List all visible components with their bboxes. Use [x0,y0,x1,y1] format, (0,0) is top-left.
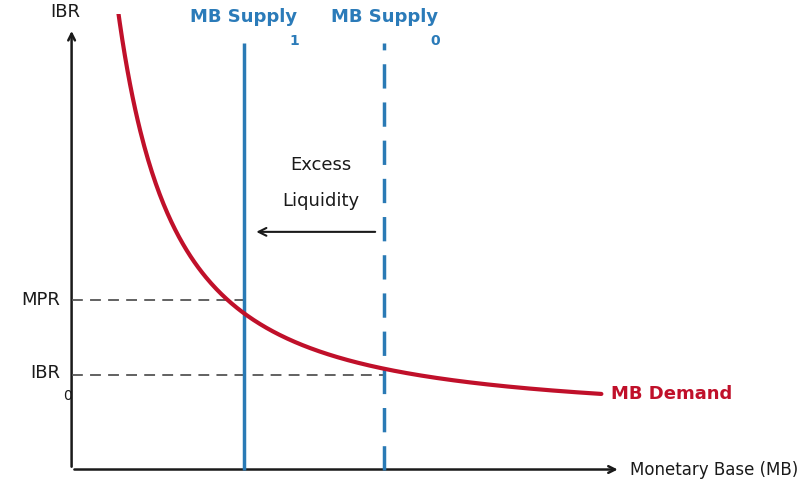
Text: MB Supply: MB Supply [190,8,298,26]
Text: 0: 0 [430,34,440,48]
Text: IBR: IBR [50,3,80,21]
Text: 1: 1 [290,34,300,48]
Text: Monetary Base (MB): Monetary Base (MB) [630,460,798,478]
Text: MPR: MPR [22,291,60,309]
Text: 0: 0 [63,390,72,404]
Text: MB Demand: MB Demand [611,385,732,403]
Text: IBR: IBR [30,364,60,382]
Text: MB Supply: MB Supply [330,8,438,26]
Text: Liquidity: Liquidity [282,192,359,210]
Text: Excess: Excess [290,156,351,174]
